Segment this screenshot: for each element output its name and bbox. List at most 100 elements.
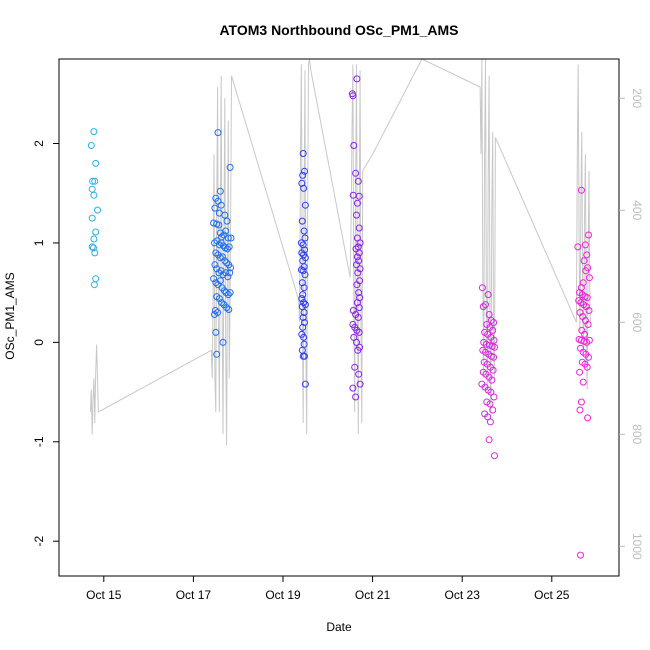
data-point bbox=[215, 295, 223, 303]
data-point bbox=[92, 228, 100, 236]
data-point bbox=[223, 304, 231, 312]
data-point bbox=[487, 388, 495, 396]
data-point bbox=[92, 159, 100, 167]
data-point bbox=[301, 167, 308, 175]
data-point bbox=[353, 253, 361, 261]
data-point bbox=[489, 406, 497, 414]
data-point bbox=[90, 244, 97, 252]
data-point bbox=[355, 370, 363, 378]
data-point bbox=[226, 269, 234, 277]
data-point bbox=[349, 384, 357, 392]
data-point bbox=[301, 271, 309, 279]
data-point bbox=[215, 269, 223, 277]
data-point bbox=[211, 307, 219, 314]
data-point bbox=[90, 235, 98, 243]
data-point bbox=[224, 291, 232, 299]
data-point bbox=[350, 142, 358, 149]
data-point bbox=[355, 304, 363, 312]
plot-frame bbox=[58, 58, 620, 577]
x-tick-label: Oct 23 bbox=[445, 588, 481, 602]
data-point bbox=[482, 301, 489, 309]
data-point bbox=[353, 199, 361, 207]
x-tick-label: Oct 21 bbox=[355, 588, 391, 602]
data-point bbox=[355, 289, 363, 297]
x-tick-label: Oct 17 bbox=[176, 588, 212, 602]
data-point bbox=[91, 177, 99, 185]
y-tick-label: -2 bbox=[32, 536, 46, 547]
data-point bbox=[299, 241, 307, 249]
data-point bbox=[299, 171, 307, 179]
y-tick-label: 2 bbox=[32, 140, 46, 147]
data-point bbox=[216, 277, 224, 285]
data-point bbox=[353, 211, 360, 219]
data-point bbox=[353, 338, 360, 346]
data-point bbox=[299, 323, 307, 331]
data-point bbox=[356, 265, 364, 273]
data-point bbox=[223, 245, 231, 253]
chart-title: ATOM3 Northbound OSc_PM1_AMS bbox=[219, 22, 458, 38]
data-point bbox=[354, 269, 362, 277]
data-point bbox=[223, 259, 231, 267]
data-point bbox=[349, 307, 357, 314]
data-point bbox=[88, 243, 96, 251]
data-point bbox=[352, 169, 360, 177]
data-point bbox=[353, 261, 360, 269]
data-point bbox=[226, 163, 234, 171]
data-point bbox=[297, 239, 305, 247]
data-point bbox=[485, 311, 493, 318]
data-point bbox=[211, 311, 218, 318]
data-point bbox=[585, 353, 592, 361]
y-tick-label: -1 bbox=[32, 436, 46, 447]
data-point bbox=[213, 237, 221, 245]
data-point bbox=[222, 269, 230, 277]
data-point bbox=[490, 319, 498, 326]
data-point bbox=[300, 184, 308, 192]
data-point bbox=[488, 376, 496, 384]
data-point bbox=[91, 249, 99, 257]
data-point bbox=[212, 279, 220, 287]
data-point bbox=[577, 186, 585, 194]
data-point bbox=[585, 336, 593, 344]
data-point bbox=[221, 257, 229, 265]
data-point bbox=[300, 309, 308, 316]
data-point bbox=[491, 452, 498, 460]
data-point bbox=[301, 201, 309, 209]
data-point bbox=[577, 398, 585, 406]
data-point bbox=[219, 253, 226, 261]
data-point bbox=[225, 243, 233, 251]
data-point bbox=[211, 204, 219, 212]
data-point bbox=[577, 551, 584, 559]
data-point bbox=[356, 239, 364, 247]
data-point bbox=[349, 92, 357, 100]
data-point bbox=[219, 338, 227, 346]
data-point bbox=[224, 273, 232, 281]
data-point bbox=[582, 267, 590, 275]
data-point bbox=[584, 414, 592, 422]
data-point bbox=[352, 393, 360, 401]
data-point bbox=[585, 274, 593, 282]
data-point bbox=[298, 217, 306, 225]
y2-tick-label: 600 bbox=[630, 312, 644, 332]
data-point bbox=[490, 353, 498, 361]
data-point bbox=[300, 299, 308, 307]
data-point bbox=[354, 177, 362, 185]
data-point bbox=[299, 150, 307, 157]
data-point bbox=[579, 378, 587, 386]
data-point bbox=[298, 249, 306, 257]
data-point bbox=[490, 393, 498, 401]
data-point bbox=[585, 231, 592, 239]
y2-tick-label: 800 bbox=[630, 424, 644, 444]
data-point bbox=[298, 295, 306, 303]
data-point bbox=[227, 234, 235, 242]
data-point bbox=[300, 333, 308, 341]
data-point bbox=[221, 211, 229, 219]
y-axis-label: OSc_PM1_AMS bbox=[3, 272, 17, 359]
data-point bbox=[574, 243, 582, 251]
data-point bbox=[222, 289, 230, 297]
data-point bbox=[301, 380, 309, 388]
data-points-layer bbox=[87, 75, 593, 559]
data-point bbox=[354, 314, 362, 321]
data-point bbox=[487, 317, 495, 324]
data-point bbox=[576, 406, 584, 414]
data-point bbox=[584, 321, 592, 328]
